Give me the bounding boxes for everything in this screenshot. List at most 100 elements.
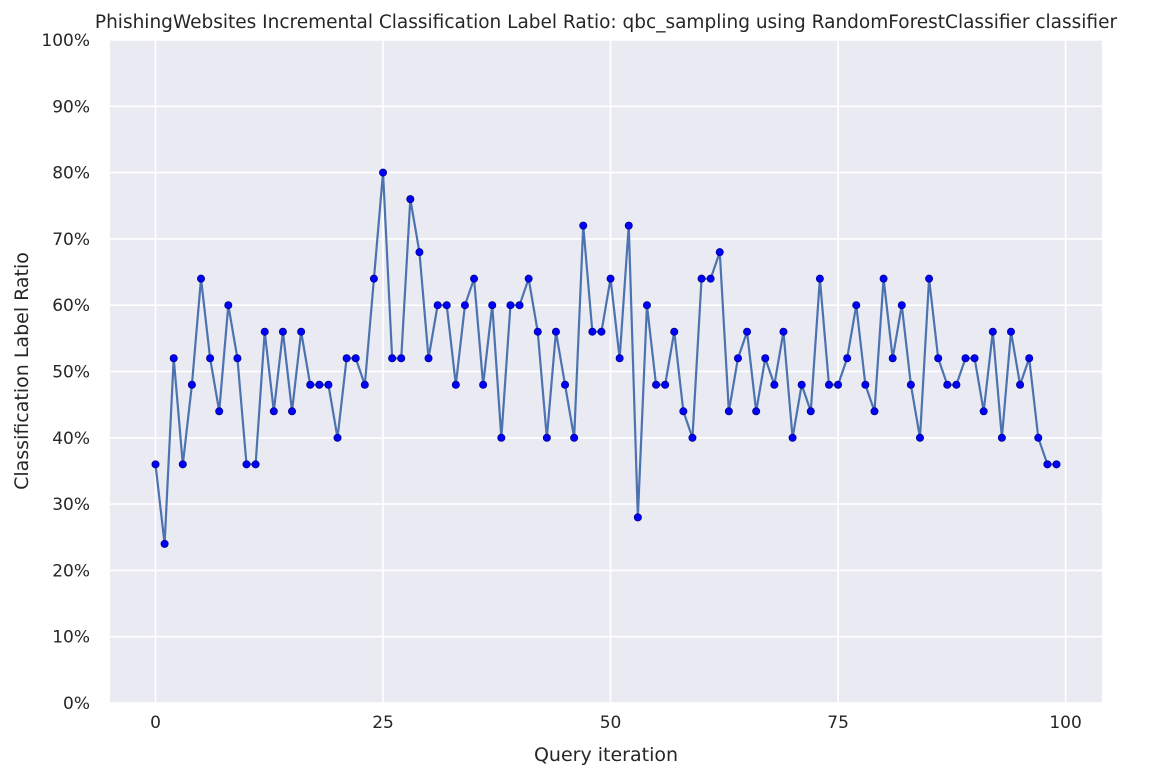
data-point xyxy=(824,380,833,389)
series-polyline xyxy=(154,171,1057,545)
data-point xyxy=(852,301,861,310)
data-point xyxy=(233,354,242,363)
data-point xyxy=(797,380,806,389)
data-point xyxy=(815,274,824,283)
data-point xyxy=(151,460,160,469)
data-point xyxy=(788,433,797,442)
data-point xyxy=(406,195,415,204)
data-point xyxy=(897,301,906,310)
data-point xyxy=(251,460,260,469)
data-point xyxy=(906,380,915,389)
data-point xyxy=(988,327,997,336)
data-point xyxy=(269,407,278,416)
x-tick-label: 100 xyxy=(1049,713,1081,733)
data-point xyxy=(979,407,988,416)
data-point xyxy=(970,354,979,363)
data-points xyxy=(151,168,1061,548)
x-tick-label: 25 xyxy=(372,713,394,733)
data-point xyxy=(879,274,888,283)
data-point xyxy=(670,327,679,336)
y-tick-label: 30% xyxy=(52,495,90,515)
data-point xyxy=(278,327,287,336)
data-point xyxy=(1034,433,1043,442)
data-point xyxy=(451,380,460,389)
data-point xyxy=(997,433,1006,442)
data-point xyxy=(870,407,879,416)
data-point xyxy=(351,354,360,363)
y-tick-label: 60% xyxy=(52,296,90,316)
data-point xyxy=(197,274,206,283)
data-point xyxy=(606,274,615,283)
series-line xyxy=(154,171,1057,545)
y-tick-label: 100% xyxy=(41,31,90,51)
data-point xyxy=(888,354,897,363)
data-point xyxy=(697,274,706,283)
y-axis-label: Classification Label Ratio xyxy=(11,252,33,490)
data-point xyxy=(206,354,215,363)
data-point xyxy=(297,327,306,336)
data-point xyxy=(733,354,742,363)
data-point xyxy=(397,354,406,363)
data-point xyxy=(497,433,506,442)
data-point xyxy=(588,327,597,336)
data-point xyxy=(342,354,351,363)
data-point xyxy=(360,380,369,389)
x-tick-label: 0 xyxy=(150,713,161,733)
y-tick-label: 10% xyxy=(52,628,90,648)
y-tick-label: 90% xyxy=(52,97,90,117)
data-point xyxy=(843,354,852,363)
x-tick-label: 50 xyxy=(600,713,622,733)
grid-lines xyxy=(110,39,1102,704)
data-point xyxy=(488,301,497,310)
data-point xyxy=(224,301,233,310)
data-point xyxy=(315,380,324,389)
data-point xyxy=(470,274,479,283)
data-point xyxy=(442,301,451,310)
data-point xyxy=(515,301,524,310)
data-point xyxy=(524,274,533,283)
data-point xyxy=(533,327,542,336)
data-point xyxy=(615,354,624,363)
data-point xyxy=(770,380,779,389)
data-point xyxy=(242,460,251,469)
data-point xyxy=(288,407,297,416)
y-tick-label: 50% xyxy=(52,363,90,383)
data-point xyxy=(597,327,606,336)
data-point xyxy=(952,380,961,389)
y-tick-label: 70% xyxy=(52,230,90,250)
data-point xyxy=(215,407,224,416)
data-point xyxy=(333,433,342,442)
data-point xyxy=(943,380,952,389)
y-tick-label: 80% xyxy=(52,164,90,184)
data-point xyxy=(542,433,551,442)
chart-title: PhishingWebsites Incremental Classificat… xyxy=(95,12,1118,33)
data-point xyxy=(761,354,770,363)
x-axis-ticks: 0 25 50 75 100 xyxy=(150,713,1082,733)
x-tick-label: 75 xyxy=(827,713,849,733)
data-point xyxy=(1025,354,1034,363)
y-tick-label: 0% xyxy=(63,694,90,714)
data-point xyxy=(187,380,196,389)
data-point xyxy=(1006,327,1015,336)
data-point xyxy=(388,354,397,363)
y-tick-label: 20% xyxy=(52,561,90,581)
x-axis-label: Query iteration xyxy=(534,744,678,766)
data-point xyxy=(724,407,733,416)
data-point xyxy=(861,380,870,389)
data-point xyxy=(260,327,269,336)
data-point xyxy=(679,407,688,416)
data-point xyxy=(551,327,560,336)
data-point xyxy=(306,380,315,389)
data-point xyxy=(661,380,670,389)
data-point xyxy=(779,327,788,336)
data-point xyxy=(915,433,924,442)
data-point xyxy=(752,407,761,416)
data-point xyxy=(642,301,651,310)
data-point xyxy=(925,274,934,283)
data-point xyxy=(561,380,570,389)
data-point xyxy=(415,248,424,257)
data-point xyxy=(1052,460,1061,469)
data-point xyxy=(834,380,843,389)
